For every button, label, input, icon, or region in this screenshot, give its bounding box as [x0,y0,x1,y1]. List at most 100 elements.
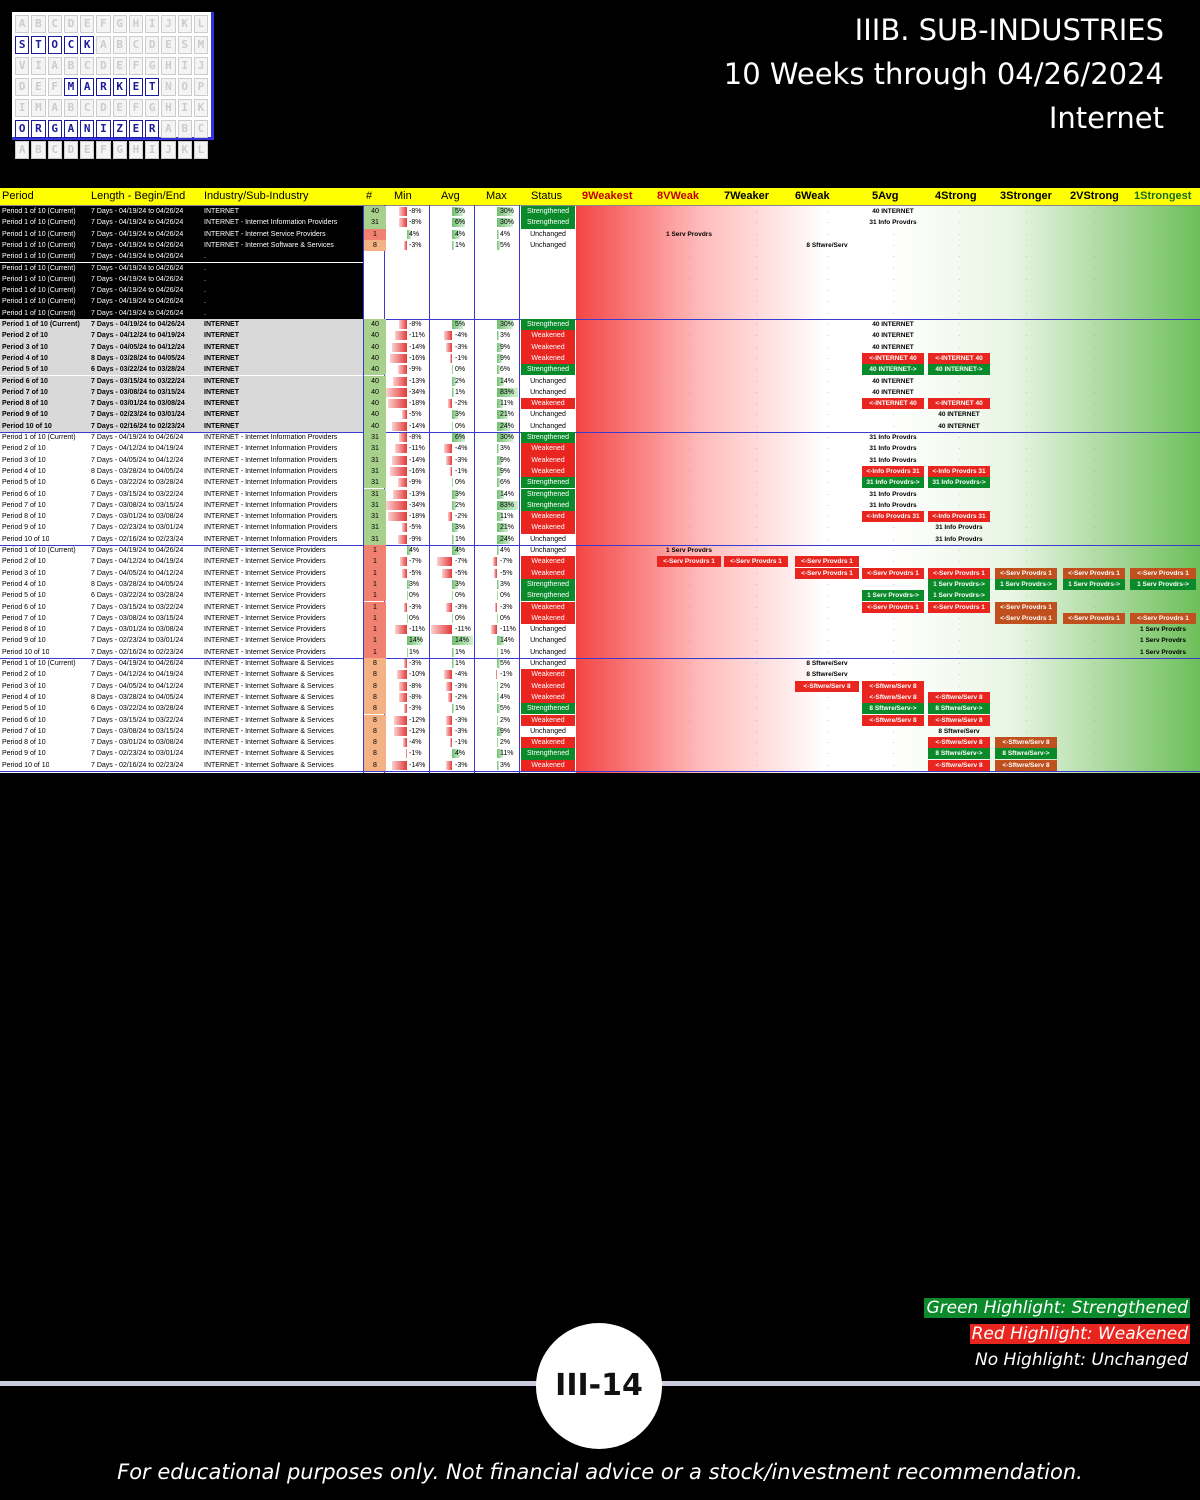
logo-letter: E [112,99,127,117]
min-value: 0% [409,614,420,622]
row-label-bg [0,319,363,331]
table-row: Period 3 of 10 7 Days - 04/05/24 to 04/12… [0,341,1200,353]
status-badge: Weakened [521,341,575,353]
strength-tag: <-Serv Provdrs 1 [995,567,1057,579]
logo-letter: R [96,78,111,96]
empty-marker: . [959,287,961,294]
empty-marker: . [756,434,758,440]
length-cell: 6 Days - 03/22/24 to 03/28/24 [91,592,184,600]
logo-letter: Z [112,120,127,138]
empty-marker: . [689,660,691,666]
empty-marker: . [756,614,758,621]
avg-value: 1% [455,241,466,249]
empty-marker: . [614,343,616,350]
empty-marker: . [689,264,691,271]
max-value: 24% [500,535,515,543]
empty-marker: . [1163,241,1165,248]
empty-marker: . [1163,321,1165,327]
industry-cell: INTERNET [204,321,239,328]
avg-value: 0% [455,366,466,374]
data-bar [493,557,497,567]
period-cell: Period 1 of 10 (Current) [2,298,76,306]
empty-marker: . [959,456,961,463]
length-cell: 7 Days - 04/19/24 to 04/26/24 [91,321,185,328]
data-bar [398,218,407,228]
length-cell: 8 Days - 03/28/24 to 04/05/24 [91,354,185,362]
data-bar [497,738,499,748]
avg-value: -3% [455,727,468,735]
logo-letter: A [15,15,30,33]
industry-cell: INTERNET - Internet Software & Services [204,241,334,249]
row-label-bg [0,364,363,376]
period-cell: Period 4 of 10 [2,693,46,701]
period-cell: Period 2 of 10 [2,558,46,566]
empty-marker: . [1163,309,1165,316]
status-badge: Unchanged [530,535,566,543]
empty-marker: . [1094,750,1096,757]
length-cell: 6 Days - 03/22/24 to 03/28/24 [91,479,184,487]
data-bar [397,478,407,488]
industry-cell: INTERNET - Internet Information Provider… [204,434,338,441]
empty-marker: . [756,298,758,305]
empty-marker: . [827,750,829,757]
empty-marker: . [614,230,616,237]
empty-marker: . [1094,626,1096,633]
empty-marker: . [756,400,758,407]
data-bar [495,602,497,612]
logo-letter: S [177,36,192,54]
empty-marker: . [614,660,616,666]
empty-marker: . [689,671,691,678]
logo-letter: K [80,36,95,54]
status-badge: Strengthened [521,364,575,376]
empty-marker: . [689,761,691,768]
empty-marker: . [1163,558,1165,565]
max-value: 83% [500,388,515,396]
data-bar [392,421,407,431]
table-row: Period 1 of 10 (Current) 7 Days - 04/19/2… [0,658,1200,670]
period-cell: Period 1 of 10 (Current) [2,208,76,215]
avg-value: -2% [455,400,468,408]
strength-tag: 31 Info Provdrs [869,434,917,441]
data-bar [497,229,500,239]
empty-marker: . [1163,445,1165,452]
strength-tag: <-Serv Provdrs 1 [724,556,788,568]
data-bar [449,738,452,748]
table-row: Period 5 of 10 6 Days - 03/22/24 to 03/28… [0,477,1200,489]
empty-marker: . [827,366,829,373]
logo-letter: J [161,15,176,33]
logo-letter: L [193,15,208,33]
strength-tag: 31 Info Provdrs [935,524,983,532]
table-row: Period 1 of 10 (Current) 7 Days - 04/19/2… [0,285,1200,297]
empty-marker: . [1094,727,1096,734]
empty-marker: . [614,648,616,655]
count-cell: 8 [364,714,386,726]
strength-tag: 31 Info Provdrs [869,501,917,509]
max-value: -7% [500,558,513,566]
empty-marker: . [1094,366,1096,373]
min-value: -3% [409,660,422,667]
period-cell: Period 5 of 10 [2,479,46,487]
empty-marker: . [1026,309,1028,316]
empty-marker: . [1026,727,1028,734]
data-bar [397,534,407,544]
empty-marker: . [689,434,691,440]
avg-value: 14% [455,637,470,645]
empty-marker: . [756,705,758,712]
data-bar [497,466,502,476]
period-cell: Period 1 of 10 (Current) [2,253,76,261]
period-cell: Period 1 of 10 (Current) [2,275,76,283]
strength-tag: <-Serv Provdrs 1 [862,567,924,579]
empty-marker: . [614,716,616,723]
length-cell: 7 Days - 04/05/24 to 04/12/24 [91,343,185,351]
logo-letter: O [47,36,62,54]
logo-letter: E [80,15,95,33]
data-bar [443,444,452,454]
data-bar [452,489,459,499]
header-cell: Avg [441,190,460,202]
length-cell: 7 Days - 04/19/24 to 04/26/24 [91,264,184,272]
header-cell: 6Weak [795,190,830,202]
empty-marker: . [689,727,691,734]
empty-marker: . [893,614,895,621]
empty-marker: . [959,230,961,237]
max-value: 2% [500,716,511,724]
